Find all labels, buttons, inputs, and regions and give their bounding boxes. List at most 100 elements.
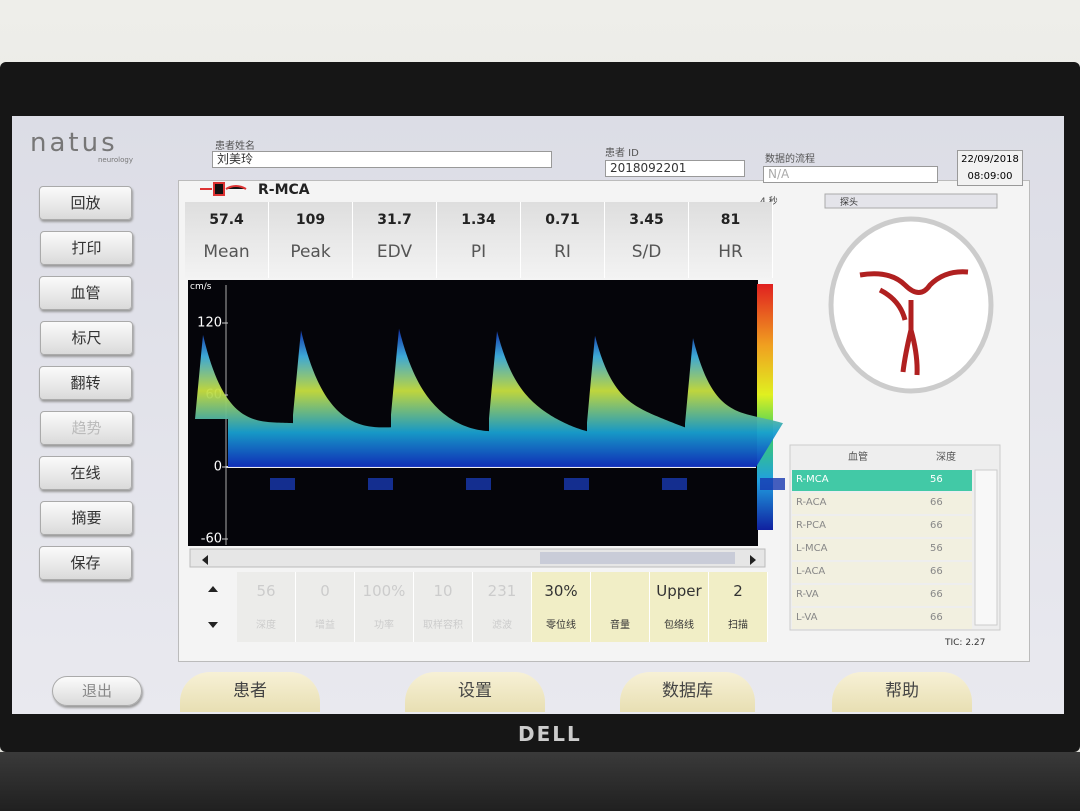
vessel-cell: L-MCA [796,543,828,554]
control-label: 扫描 [728,620,748,631]
control-value [591,582,649,604]
measurement: 1.34 PI [437,202,521,278]
control: 56 深度 [237,572,296,642]
vessel-name: R-MCA [258,182,310,198]
measurement-label: S/D [631,242,662,262]
scroll-thumb[interactable] [540,552,735,564]
probe-dropdown[interactable] [824,193,998,209]
control: 231 滤波 [473,572,532,642]
label: 患者 ID [605,148,639,159]
table-header: 深度 [936,452,956,463]
measurement: 31.7 EDV [353,202,437,278]
measurement-label: HR [718,242,743,262]
patient-name[interactable]: 刘美玲 [212,151,552,168]
color-bar [757,284,773,530]
control: 0 增益 [296,572,355,642]
measurement-label: RI [554,242,571,262]
flow[interactable]: N/A [763,166,938,183]
control-value: Upper [656,582,702,600]
table-row [792,585,972,606]
vessel-cell: L-VA [796,612,818,623]
vessel-cell: L-ACA [796,566,826,577]
vessel-cell: R-PCA [796,520,827,531]
control: Upper 包络线 [650,572,709,642]
table-row [792,539,972,560]
depth-cell: 66 [930,589,943,600]
measurement-label: Mean [203,242,250,262]
patient-id[interactable]: 2018092201 [605,160,745,177]
control-value: 10 [433,582,453,600]
control: 10 取样容积 [414,572,473,642]
measurement: 3.45 S/D [605,202,689,278]
depth-cell: 56 [930,543,943,554]
side-button[interactable]: 趋势 [40,411,133,445]
measurement-label: Peak [290,242,331,262]
side-button[interactable]: 在线 [39,456,132,490]
vessel-diagram [859,269,969,376]
label: 患者姓名 [215,141,255,152]
measurement-label: PI [470,242,487,262]
side-button[interactable]: 标尺 [40,321,133,355]
measurement-value: 31.7 [377,212,412,228]
brand: DELL [518,722,582,746]
table-row [792,608,972,629]
menu-tab[interactable]: 患者 [180,672,320,712]
dropdown-text: 探头 [840,198,859,208]
vessel-cell: R-VA [796,589,819,600]
exit-button[interactable]: 退出 [52,676,142,706]
probe-icon [200,182,247,196]
measurement-value: 0.71 [545,212,580,228]
menu-tab[interactable]: 设置 [405,672,545,712]
table-row [792,493,972,514]
spectrum-waveform [195,328,783,467]
control: 2 扫描 [709,572,768,642]
spectrum-area [188,280,758,546]
monitor-stand [0,752,1080,811]
side-button[interactable]: 血管 [39,276,132,310]
control-value: 2 [733,582,743,600]
control-label: 增益 [315,620,335,631]
control: 100% 功率 [355,572,414,642]
menu-tab[interactable]: 数据库 [620,672,755,712]
measurement-value: 81 [720,212,741,228]
table-scroll[interactable] [974,469,998,626]
control-value: 231 [487,582,517,600]
control: 音量 [591,572,650,642]
table-row [792,470,972,491]
date-box: 22/09/2018 08:09:00 [957,150,1023,186]
vessel-cell: R-ACA [796,497,827,508]
control-value: 0 [320,582,330,600]
side-button[interactable]: 打印 [40,231,133,265]
menu-tab[interactable]: 帮助 [832,672,972,712]
measurement: 57.4 Mean [185,202,269,278]
depth-cell: 56 [930,474,943,485]
tic: TIC: 2.27 [945,638,986,648]
control-value: 56 [256,582,276,600]
reverse-flow [270,478,785,490]
side-button[interactable]: 回放 [39,186,132,220]
side-button[interactable]: 翻转 [39,366,132,400]
y-tick-label: 0 [214,460,222,475]
depth-cell: 66 [930,566,943,577]
side-button[interactable]: 摘要 [40,501,133,535]
control-label: 音量 [610,620,630,631]
logo: natus [30,128,118,158]
side-button[interactable]: 保存 [39,546,132,580]
control-label: 零位线 [546,620,576,631]
measurement: 109 Peak [269,202,353,278]
control-value: 100% [362,582,406,600]
measurement-value: 57.4 [209,212,244,228]
table-header: 血管 [848,452,868,463]
axis-unit: cm/s [190,282,212,292]
depth-cell: 66 [930,520,943,531]
control-label: 功率 [374,620,394,631]
vessel-cell: R-MCA [796,474,829,485]
logo-sub: neurology [98,156,133,164]
measurement-label: EDV [376,242,413,262]
table-row [792,562,972,583]
measurement-value: 1.34 [461,212,496,228]
date: 22/09/2018 [961,154,1019,165]
measurement-value: 3.45 [629,212,664,228]
